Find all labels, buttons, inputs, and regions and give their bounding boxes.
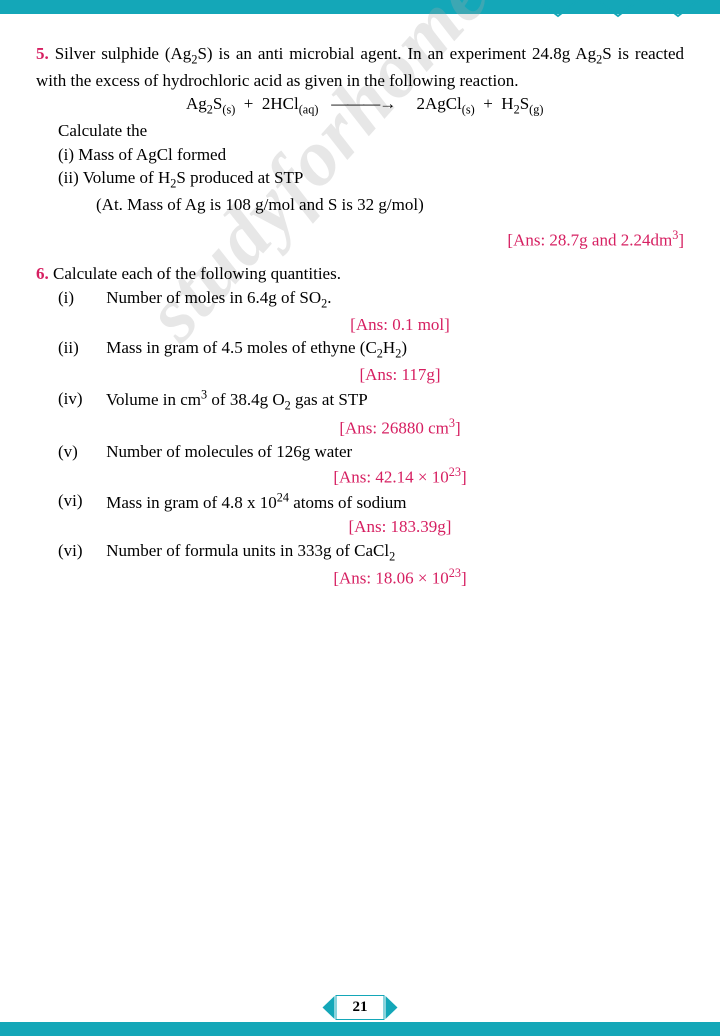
q6-i-answer: [Ans: 0.1 mol] xyxy=(36,313,684,337)
q5-part-ii: (ii) Volume of H2S produced at STP xyxy=(36,166,684,193)
roman-ii: (ii) xyxy=(58,336,102,360)
q5-number: 5. xyxy=(36,44,49,63)
q5-block: 5. Silver sulphide (Ag2S) is an anti mic… xyxy=(36,42,684,92)
q6-vi: (vi) Mass in gram of 4.8 x 1024 atoms of… xyxy=(36,489,684,514)
roman-v: (v) xyxy=(58,440,102,464)
q5-text: Silver sulphide (Ag2S) is an anti microb… xyxy=(36,44,684,90)
q6-ii-answer: [Ans: 117g] xyxy=(36,363,684,387)
q6-iv-answer: [Ans: 26880 cm3] xyxy=(36,415,684,440)
q6-vi2-text: Number of formula units in 333g of CaCl2 xyxy=(106,541,395,560)
arrow-icon: ———→ xyxy=(331,92,395,116)
q5-answer: [Ans: 28.7g and 2.24dm3] xyxy=(36,227,684,252)
q6-number: 6. xyxy=(36,264,49,283)
q6-iv-text: Volume in cm3 of 38.4g O2 gas at STP xyxy=(106,390,368,409)
q6-v-answer: [Ans: 42.14 × 1023] xyxy=(36,464,684,489)
q5-calc-label: Calculate the xyxy=(36,119,684,143)
q5-part-i: (i) Mass of AgCl formed xyxy=(36,143,684,167)
q6-text: Calculate each of the following quantiti… xyxy=(53,264,341,283)
q6-vi2-answer: [Ans: 18.06 × 1023] xyxy=(36,565,684,590)
q6-vi2: (vi) Number of formula units in 333g of … xyxy=(36,539,684,566)
q6-block: 6. Calculate each of the following quant… xyxy=(36,262,684,286)
page-number: 21 xyxy=(336,995,385,1020)
roman-vi: (vi) xyxy=(58,489,102,513)
bottom-border xyxy=(0,1022,720,1036)
roman-i: (i) xyxy=(58,286,102,310)
q6-i-text: Number of moles in 6.4g of SO2. xyxy=(106,288,331,307)
page-content: 5. Silver sulphide (Ag2S) is an anti mic… xyxy=(0,14,720,591)
q6-vi-text: Mass in gram of 4.8 x 1024 atoms of sodi… xyxy=(106,493,406,512)
q5-equation: Ag2S(s) + 2HCl(aq) ———→ 2AgCl(s) + H2S(g… xyxy=(36,92,684,119)
q6-ii-text: Mass in gram of 4.5 moles of ethyne (C2H… xyxy=(106,338,407,357)
roman-iv: (iv) xyxy=(58,387,102,411)
q6-ii: (ii) Mass in gram of 4.5 moles of ethyne… xyxy=(36,336,684,363)
q6-vi-answer: [Ans: 183.39g] xyxy=(36,515,684,539)
q6-iv: (iv) Volume in cm3 of 38.4g O2 gas at ST… xyxy=(36,387,684,415)
q5-atmass: (At. Mass of Ag is 108 g/mol and S is 32… xyxy=(36,193,684,217)
q6-i: (i) Number of moles in 6.4g of SO2. xyxy=(36,286,684,313)
q6-v-text: Number of molecules of 126g water xyxy=(106,442,352,461)
q6-v: (v) Number of molecules of 126g water xyxy=(36,440,684,464)
roman-vi2: (vi) xyxy=(58,539,102,563)
